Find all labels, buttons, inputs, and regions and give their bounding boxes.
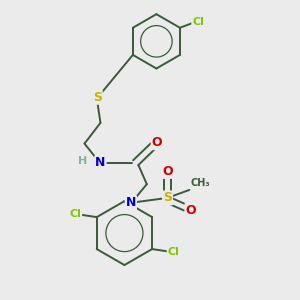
Text: CH₃: CH₃	[191, 178, 211, 188]
Text: Cl: Cl	[168, 247, 179, 257]
Text: N: N	[95, 156, 106, 169]
Text: H: H	[78, 156, 88, 166]
Text: Cl: Cl	[192, 17, 204, 27]
Text: O: O	[152, 136, 162, 149]
Text: O: O	[162, 165, 173, 178]
Text: S: S	[163, 191, 172, 204]
Text: O: O	[186, 204, 196, 217]
Text: Cl: Cl	[69, 209, 81, 219]
Text: S: S	[93, 91, 102, 104]
Text: N: N	[126, 196, 136, 209]
